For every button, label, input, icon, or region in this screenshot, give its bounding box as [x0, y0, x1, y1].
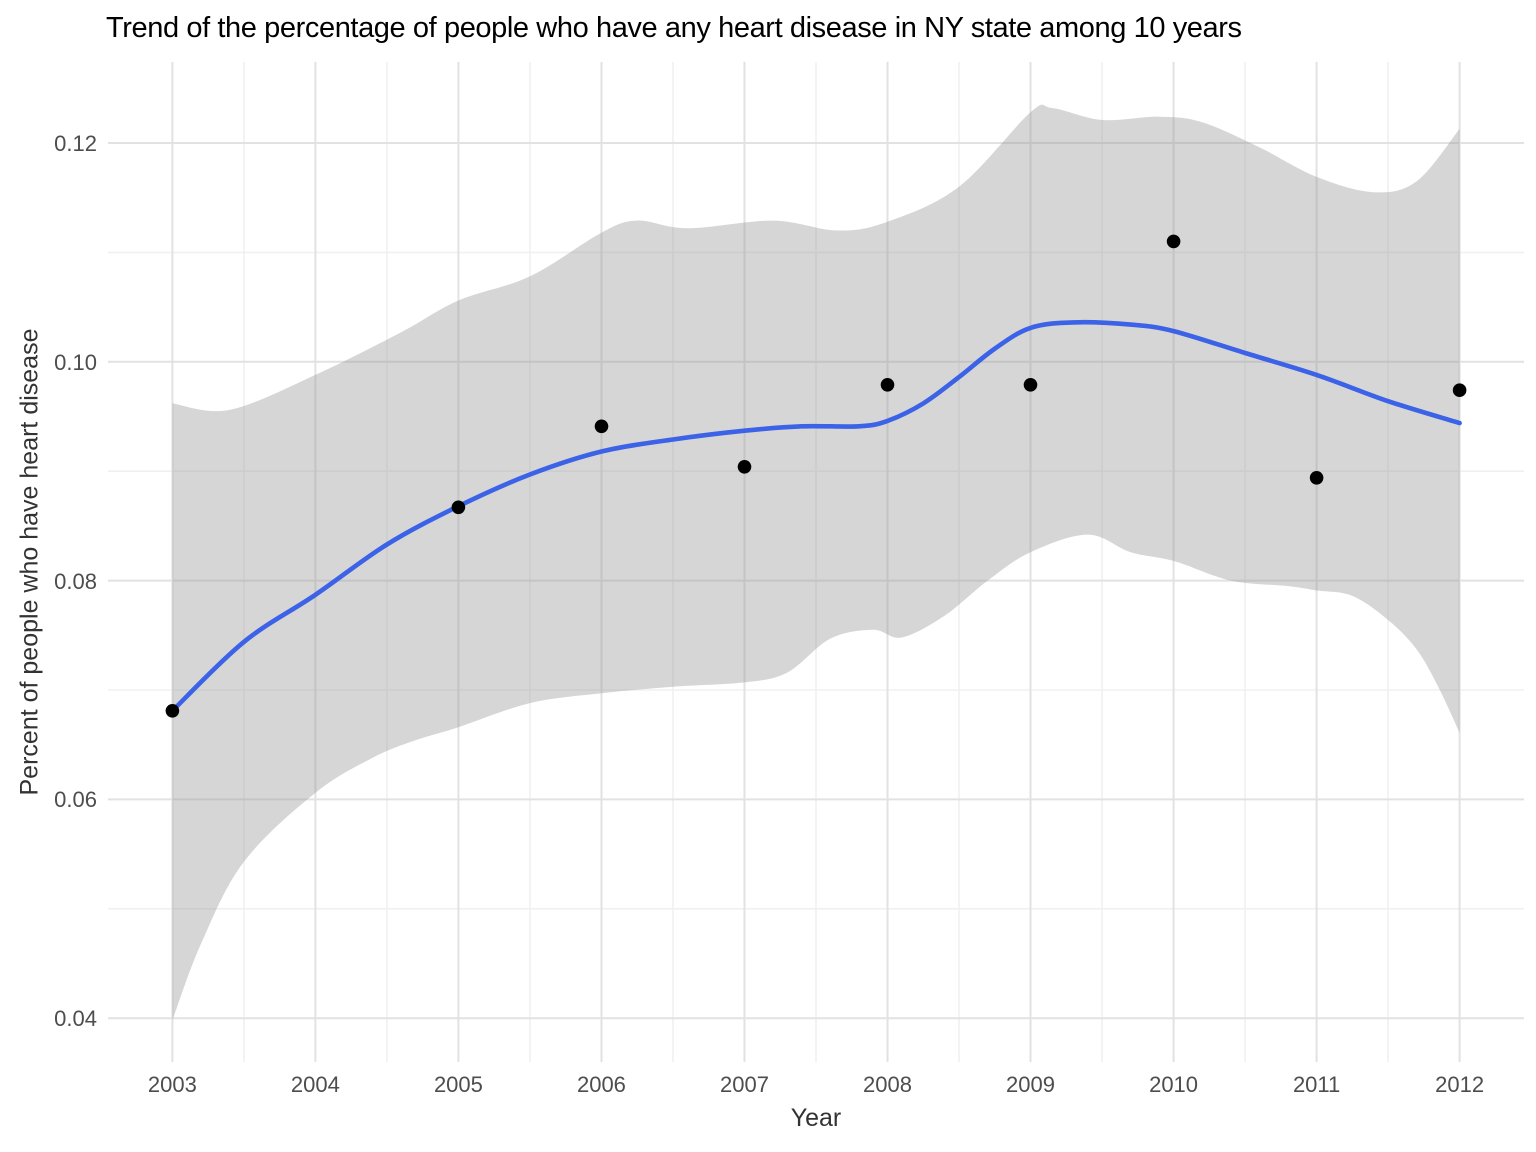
y-axis-title: Percent of people who have heart disease — [15, 328, 44, 796]
confidence-ribbon — [172, 104, 1460, 1021]
data-point — [594, 419, 609, 434]
x-tick-label: 2010 — [1149, 1072, 1199, 1097]
y-tick-label: 0.10 — [54, 349, 97, 375]
smooth-trend-line — [170, 319, 1462, 714]
data-point — [1023, 378, 1038, 392]
data-point — [451, 500, 466, 515]
x-axis-title: Year — [790, 1104, 842, 1132]
x-tick-label: 2012 — [1435, 1072, 1485, 1097]
data-point — [737, 460, 752, 474]
x-tick-label: 2009 — [1006, 1072, 1056, 1097]
x-tick-label: 2006 — [576, 1072, 626, 1097]
y-tick-label: 0.04 — [54, 1006, 97, 1032]
data-point — [880, 378, 895, 392]
x-tick-label: 2005 — [433, 1072, 483, 1097]
y-tick-label: 0.08 — [54, 568, 97, 594]
data-point — [1166, 234, 1181, 249]
chart-title: Trend of the percentage of people who ha… — [106, 12, 1242, 44]
x-tick-label: 2007 — [720, 1072, 769, 1097]
x-tick-label: 2008 — [863, 1072, 912, 1097]
y-tick-label: 0.06 — [54, 787, 97, 813]
x-tick-label: 2003 — [147, 1072, 197, 1097]
y-tick-label: 0.12 — [54, 130, 97, 156]
x-tick-label: 2011 — [1292, 1072, 1341, 1097]
data-point — [1309, 471, 1324, 485]
data-point — [1452, 383, 1467, 398]
data-point — [165, 704, 180, 718]
x-tick-label: 2004 — [290, 1072, 340, 1097]
